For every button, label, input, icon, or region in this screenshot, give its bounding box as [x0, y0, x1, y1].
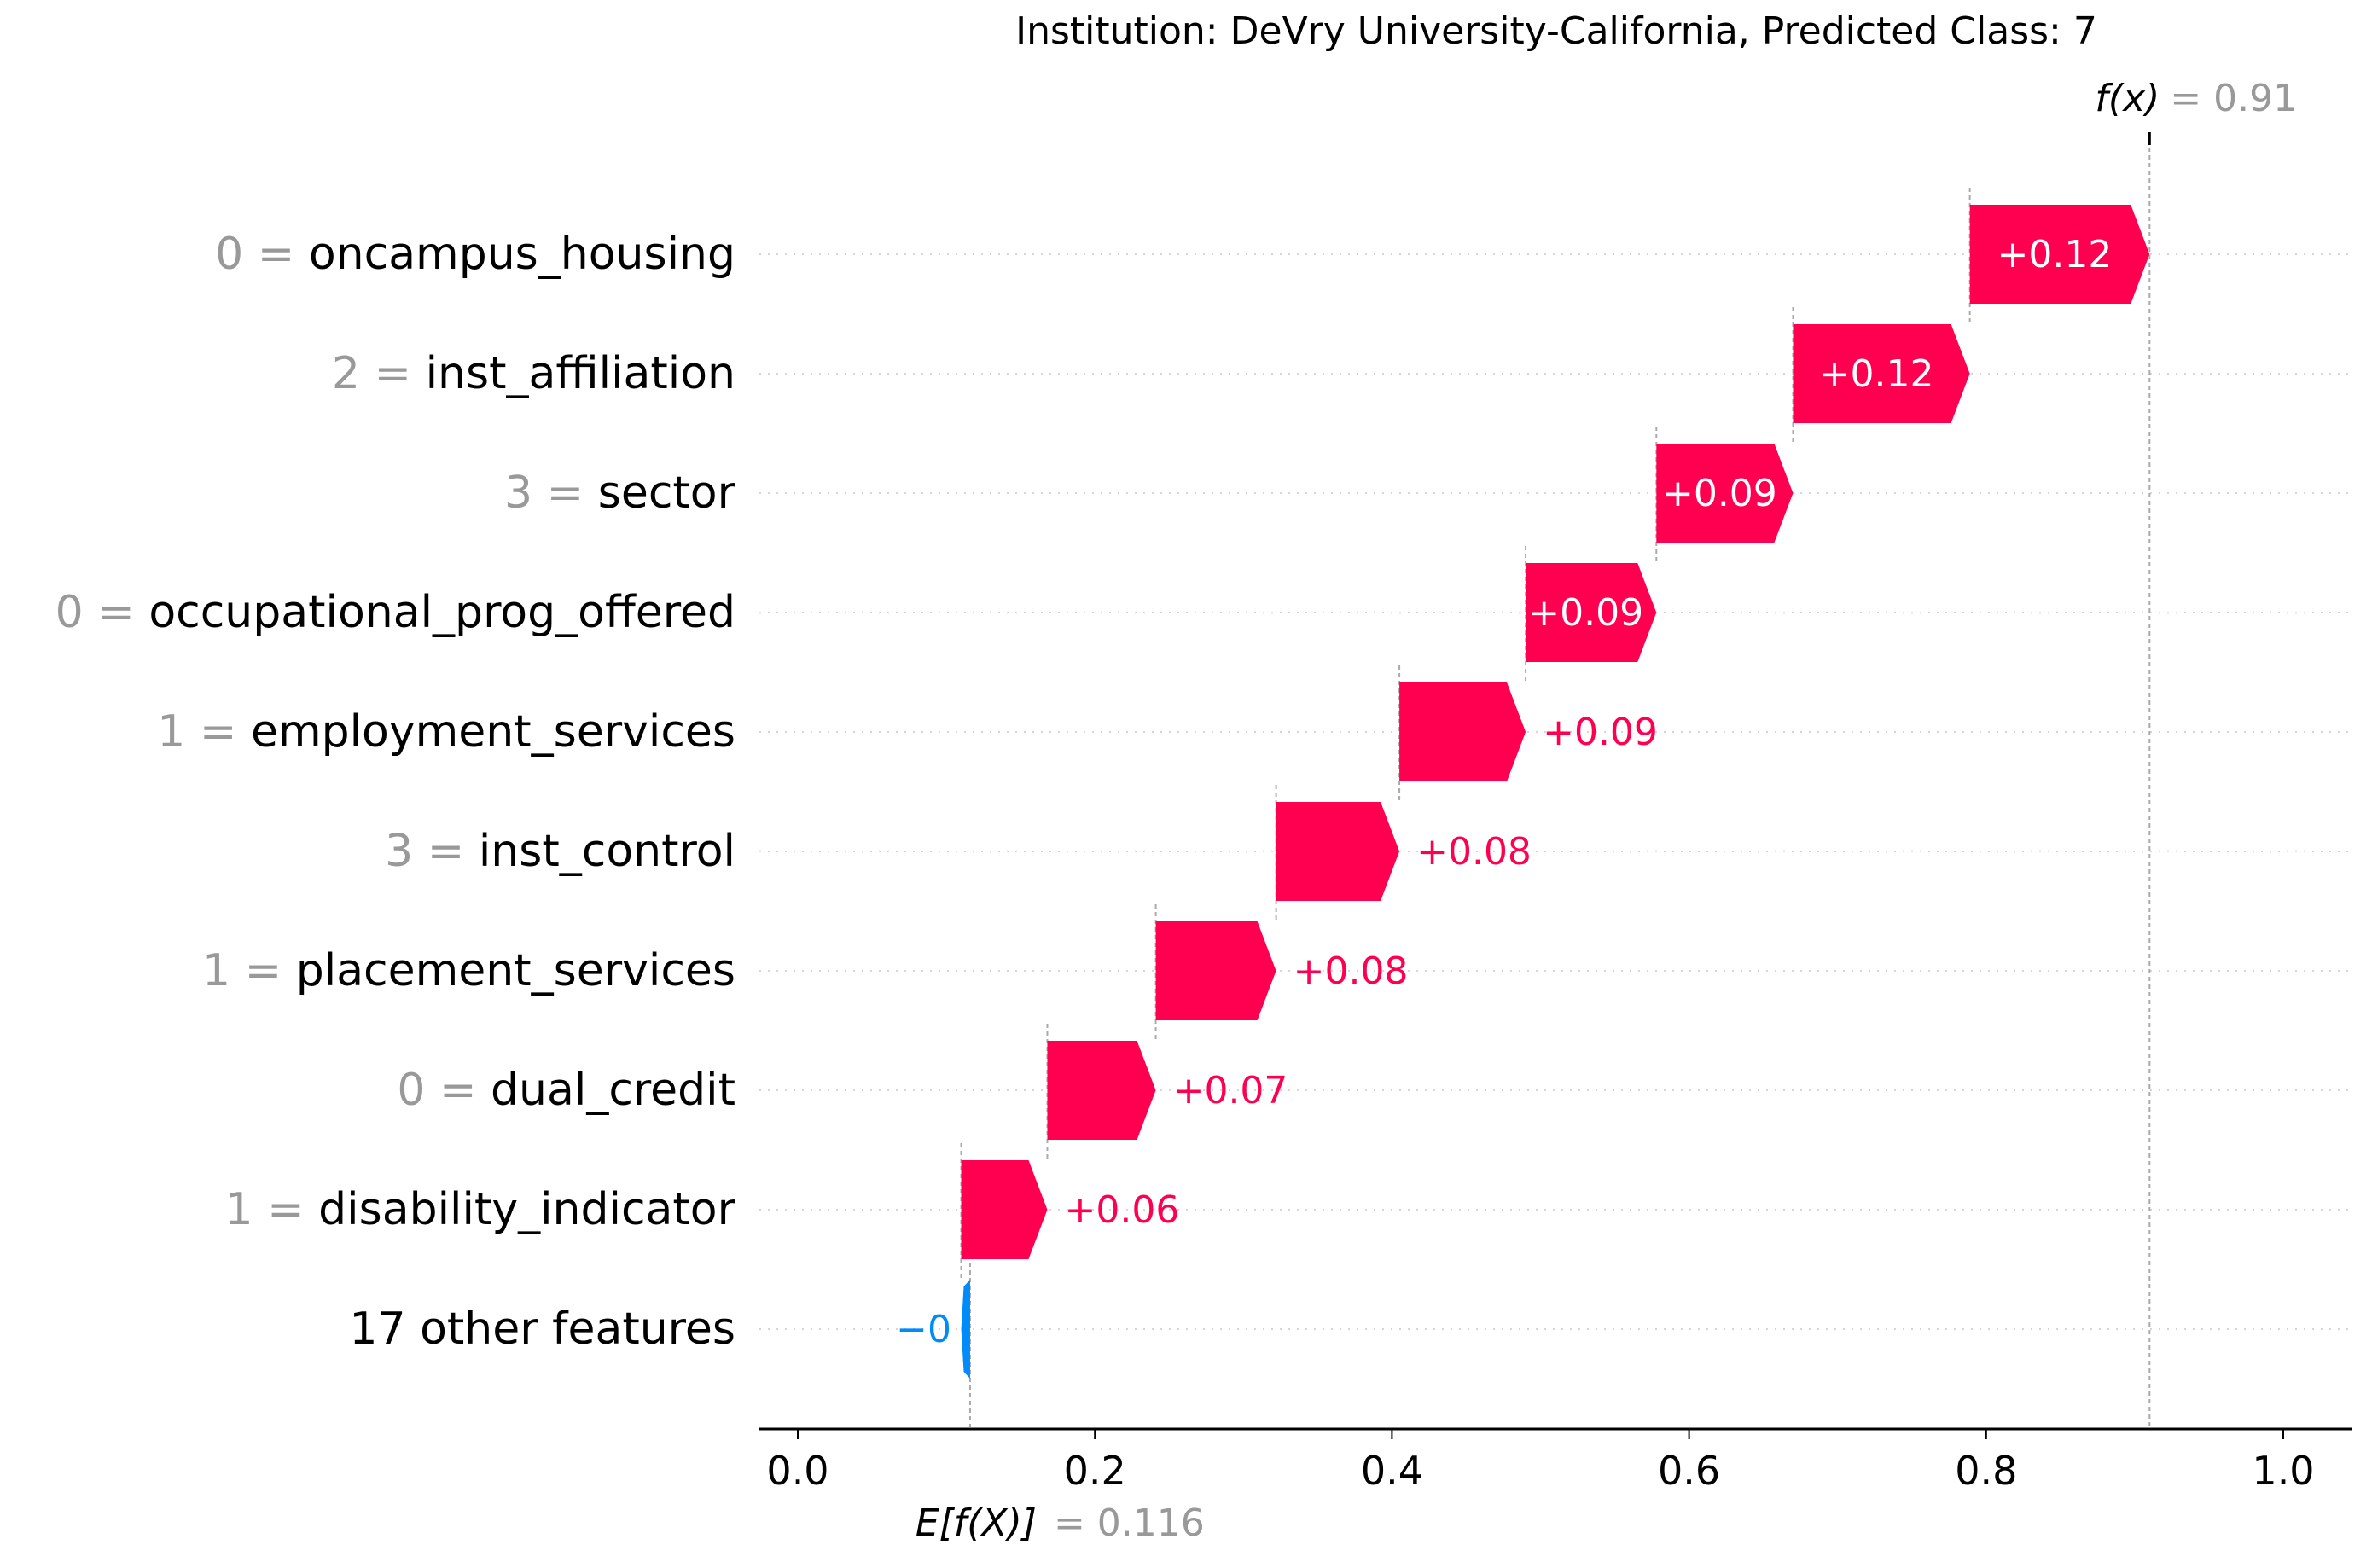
shap-bar-positive — [1399, 682, 1526, 781]
feature-name: 17 other features — [349, 1304, 735, 1355]
shap-value-labels: +0.12 +0.12 +0.09 +0.09 +0.09 +0.08 +0.08 +0.07… — [896, 233, 2112, 1351]
shap-bar-positive — [1793, 324, 1970, 423]
shap-bar-positive — [1526, 563, 1657, 662]
shap-bar-positive — [1276, 802, 1400, 901]
x-tick-label: 0.2 — [1064, 1448, 1126, 1494]
shap-bar-positive — [1969, 205, 2150, 304]
shap-value-label: +0.09 — [1528, 591, 1643, 635]
feature-value: 1 = — [157, 706, 251, 758]
x-tick-label: 0.8 — [1955, 1448, 2017, 1494]
feature-label: 1 = disability_indicator — [224, 1184, 735, 1235]
feature-name: sector — [598, 467, 736, 519]
feature-label: 3 = sector — [504, 467, 736, 519]
fx-value: = 0.91 — [2170, 77, 2297, 120]
feature-value: 1 = — [224, 1184, 318, 1235]
feature-label: 0 = oncampus_housing — [215, 229, 735, 280]
feature-value: 0 = — [397, 1065, 491, 1116]
x-tick-label: 0.0 — [766, 1448, 828, 1494]
shap-value-label: +0.09 — [1662, 472, 1777, 515]
feature-value: 3 = — [504, 467, 598, 519]
shap-bars — [961, 205, 2150, 1379]
shap-value-label: −0 — [896, 1308, 951, 1351]
feature-value: 3 = — [385, 826, 479, 877]
grid-lines — [759, 253, 2352, 1330]
shap-bar-positive — [961, 1160, 1048, 1259]
x-tick-label: 0.6 — [1658, 1448, 1720, 1494]
feature-label: 2 = inst_affiliation — [332, 348, 735, 399]
shap-value-label: +0.08 — [1416, 830, 1532, 874]
shap-value-label: +0.07 — [1173, 1069, 1288, 1112]
feature-value: 2 = — [332, 348, 426, 399]
chart-title: Institution: DeVry University-California… — [1015, 9, 2097, 53]
feature-label: 0 = occupational_prog_offered — [55, 587, 735, 638]
feature-label: 17 other features — [349, 1304, 735, 1355]
shap-value-label: +0.12 — [1997, 233, 2113, 276]
feature-name: oncampus_housing — [309, 229, 735, 280]
feature-name: disability_indicator — [318, 1184, 735, 1235]
feature-label: 0 = dual_credit — [397, 1065, 735, 1116]
feature-label: 1 = placement_services — [202, 945, 735, 996]
feature-value: 0 = — [55, 587, 149, 638]
feature-name: occupational_prog_offered — [148, 587, 735, 638]
feature-name: placement_services — [296, 945, 735, 996]
base-label: E[f(X)] — [916, 1501, 1037, 1545]
x-tick-label: 1.0 — [2252, 1448, 2314, 1494]
shap-value-label: +0.08 — [1294, 950, 1409, 993]
feature-value: 0 = — [215, 229, 309, 280]
fx-label: f(x) — [2095, 77, 2160, 120]
shap-bar-negative — [961, 1280, 970, 1379]
shap-value-label: +0.06 — [1064, 1188, 1179, 1232]
feature-name: inst_control — [479, 826, 735, 877]
connector-lines — [960, 132, 2151, 1427]
feature-name: employment_services — [251, 706, 735, 758]
feature-labels: 0 = oncampus_housing 2 = inst_affiliation… — [55, 229, 736, 1355]
x-tick-label: 0.4 — [1361, 1448, 1423, 1494]
feature-label: 3 = inst_control — [385, 826, 735, 877]
shap-bar-positive — [1656, 444, 1794, 543]
feature-name: dual_credit — [491, 1065, 735, 1116]
shap-value-label: +0.12 — [1819, 352, 1934, 396]
expected-value-annotations: f(x) = 0.91 E[f(X)] = 0.116 — [916, 77, 2297, 1545]
shap-bar-positive — [1047, 1041, 1156, 1140]
shap-bar-positive — [1155, 921, 1276, 1020]
x-axis: 0.0 0.2 0.4 0.6 0.8 1.0 — [759, 1427, 2352, 1494]
feature-label: 1 = employment_services — [157, 706, 735, 758]
feature-name: inst_affiliation — [426, 348, 735, 399]
feature-value: 1 = — [202, 945, 296, 996]
shap-value-label: +0.09 — [1543, 711, 1658, 754]
base-value: = 0.116 — [1054, 1501, 1205, 1545]
